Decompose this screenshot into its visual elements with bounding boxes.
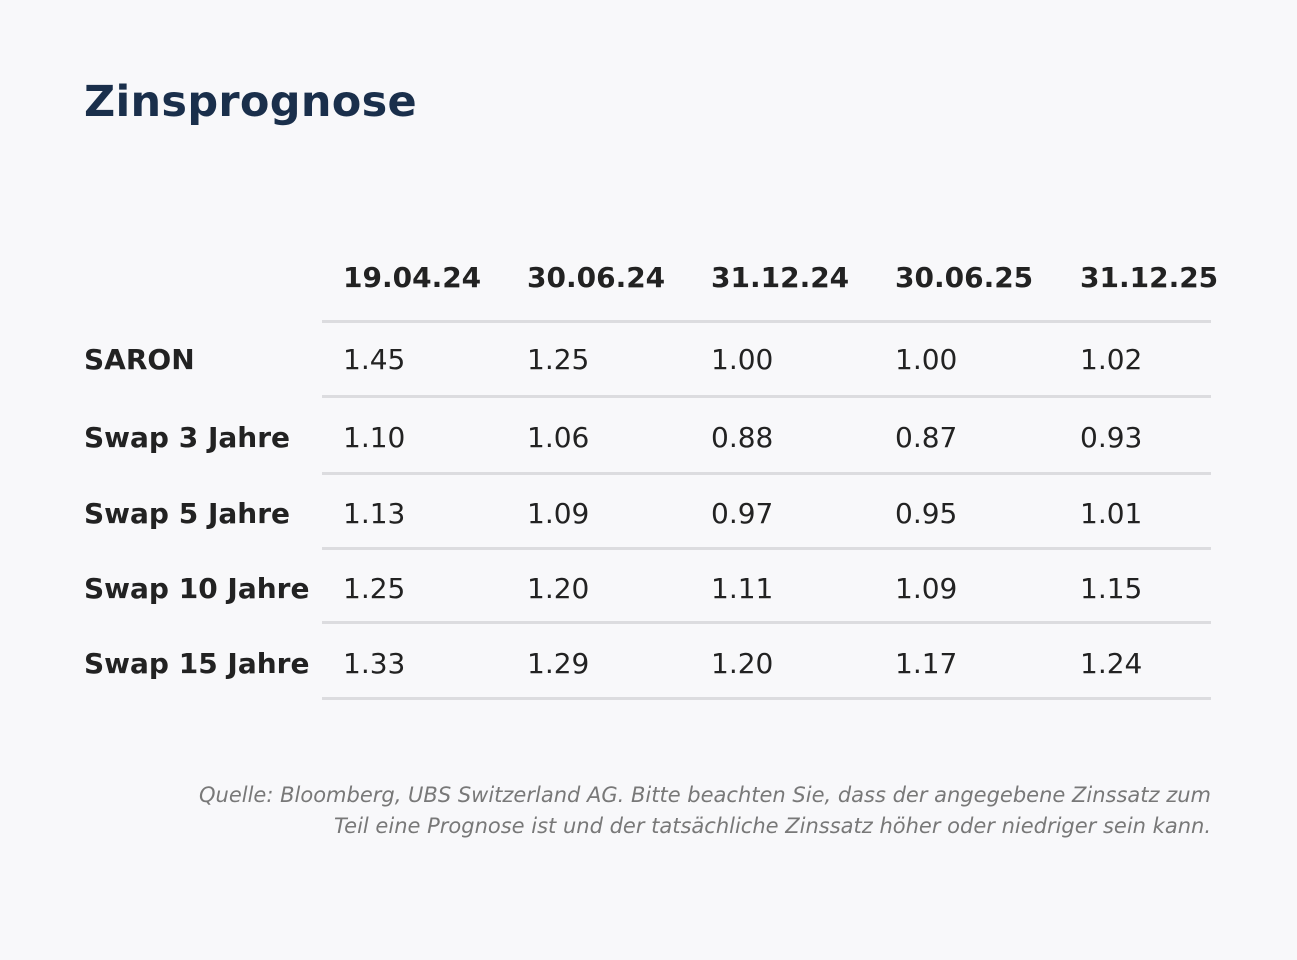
- row-label: Swap 5 Jahre: [84, 497, 290, 530]
- table-cell: 0.95: [895, 497, 958, 530]
- table-cell: 1.00: [895, 343, 958, 376]
- row-divider: [322, 697, 1211, 700]
- table-cell: 1.24: [1080, 647, 1143, 680]
- table-cell: 1.00: [711, 343, 774, 376]
- table-cell: 1.06: [527, 421, 590, 454]
- table-cell: 1.15: [1080, 572, 1143, 605]
- table-cell: 1.29: [527, 647, 590, 680]
- table-cell: 1.17: [895, 647, 958, 680]
- source-note: Quelle: Bloomberg, UBS Switzerland AG. B…: [111, 780, 1211, 842]
- row-label: Swap 3 Jahre: [84, 421, 290, 454]
- row-label: Swap 15 Jahre: [84, 647, 310, 680]
- column-header: 30.06.24: [527, 261, 666, 294]
- row-divider: [322, 395, 1211, 398]
- row-divider: [322, 320, 1211, 323]
- table-cell: 1.10: [343, 421, 406, 454]
- table-cell: 1.13: [343, 497, 406, 530]
- column-header: 19.04.24: [343, 261, 482, 294]
- table-cell: 1.25: [527, 343, 590, 376]
- table-cell: 0.88: [711, 421, 774, 454]
- row-divider: [322, 621, 1211, 624]
- source-line-2: Teil eine Prognose ist und der tatsächli…: [333, 814, 1211, 838]
- row-divider: [322, 547, 1211, 550]
- page-title: Zinsprognose: [84, 77, 417, 127]
- table-cell: 0.87: [895, 421, 958, 454]
- row-label: Swap 10 Jahre: [84, 572, 310, 605]
- table-cell: 0.93: [1080, 421, 1143, 454]
- table-cell: 1.20: [527, 572, 590, 605]
- table-cell: 1.20: [711, 647, 774, 680]
- column-header: 31.12.24: [711, 261, 850, 294]
- table-cell: 1.01: [1080, 497, 1143, 530]
- row-divider: [322, 472, 1211, 475]
- table-cell: 1.02: [1080, 343, 1143, 376]
- table-cell: 0.97: [711, 497, 774, 530]
- table-cell: 1.25: [343, 572, 406, 605]
- row-label: SARON: [84, 343, 195, 376]
- table-cell: 1.45: [343, 343, 406, 376]
- table-cell: 1.09: [527, 497, 590, 530]
- table-cell: 1.33: [343, 647, 406, 680]
- column-header: 31.12.25: [1080, 261, 1219, 294]
- source-line-1: Quelle: Bloomberg, UBS Switzerland AG. B…: [199, 783, 1211, 807]
- table-cell: 1.09: [895, 572, 958, 605]
- table-cell: 1.11: [711, 572, 774, 605]
- column-header: 30.06.25: [895, 261, 1034, 294]
